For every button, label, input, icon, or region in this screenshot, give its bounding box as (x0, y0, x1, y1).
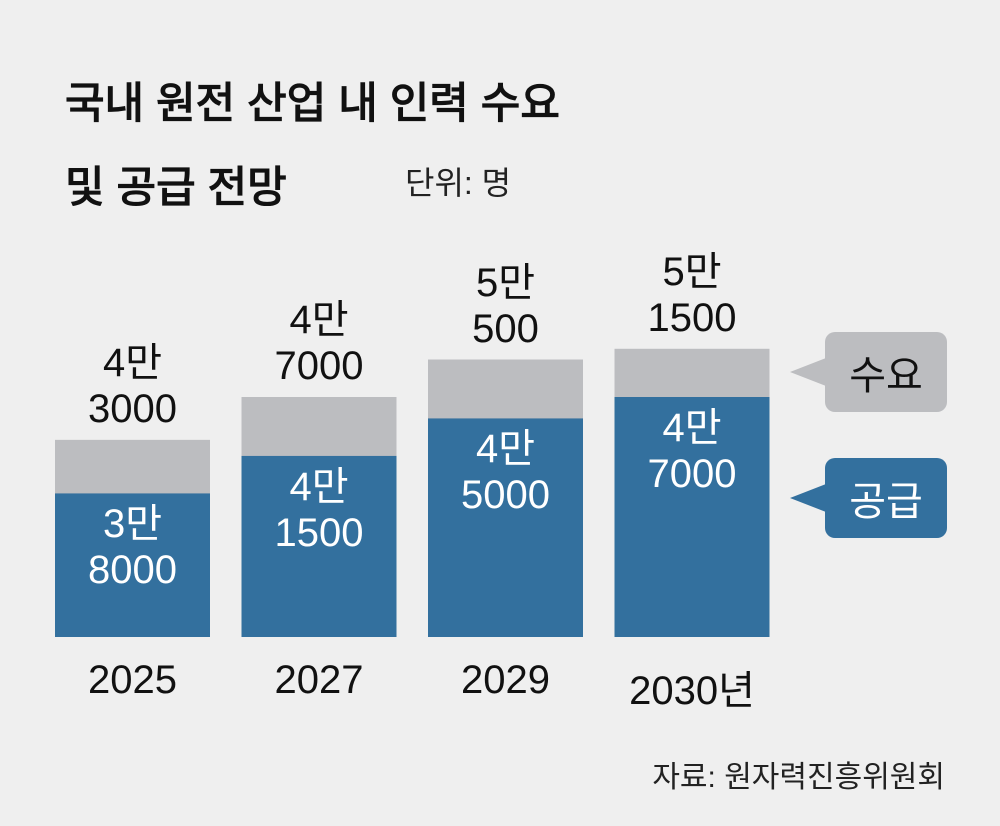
legend-box (825, 332, 947, 412)
x-tick-label: 2025 (88, 658, 177, 702)
source: 자료: 원자력진흥위원회 (652, 761, 945, 794)
value-label: 5만 1500 (647, 249, 737, 340)
supply-bar (55, 493, 210, 637)
x-tick-label: 2030년 (629, 669, 755, 713)
value-label: 4만 7000 (274, 298, 364, 388)
legend-label: 수요 (849, 354, 923, 398)
legend-label: 공급 (849, 480, 923, 524)
x-tick-label: 2029 (461, 658, 550, 702)
value-label: 4만 1500 (274, 464, 364, 555)
x-tick-label: 2027 (274, 658, 364, 702)
value-label: 3만 8000 (88, 502, 177, 593)
value-label: 4만 7000 (647, 406, 737, 496)
value-label: 4만 5000 (461, 427, 550, 518)
legend-pointer (790, 484, 826, 512)
legend-box (825, 458, 947, 538)
supply-bar (428, 418, 583, 637)
legend-pointer (790, 358, 826, 386)
supply-bar (614, 397, 770, 637)
subtitle: 단위: 명 (405, 165, 512, 201)
value-label: 5만 500 (472, 260, 539, 351)
supply-bar (241, 455, 397, 637)
chart-title: 국내 원전 산업 내 인력 수요 및 공급 전망 (65, 80, 560, 212)
value-label: 4만 3000 (88, 340, 177, 431)
